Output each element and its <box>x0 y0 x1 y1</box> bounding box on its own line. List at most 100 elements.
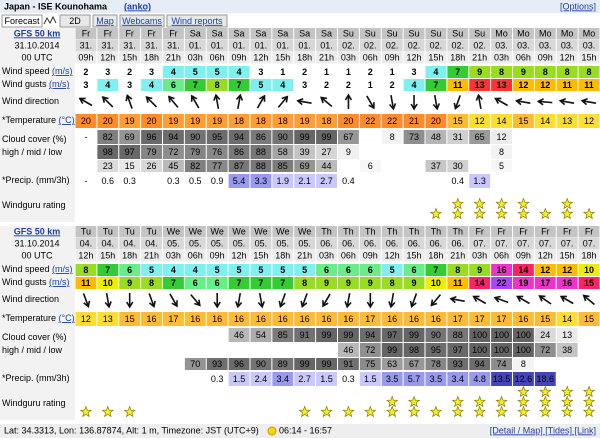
date-label: 01. <box>277 40 290 50</box>
wind-speed-value: 5 <box>258 265 263 275</box>
tab-label[interactable]: Forecast <box>4 16 40 26</box>
header-cell <box>425 238 447 250</box>
wind-speed-cell <box>513 66 534 78</box>
date-label: 07. <box>583 238 596 248</box>
tab-label[interactable]: Webcams <box>122 16 162 26</box>
cloud-low-cell <box>359 160 381 172</box>
wind-speed-value: 1 <box>346 67 351 77</box>
hour-label: 18h <box>450 52 465 62</box>
unit-link[interactable]: (m/s) <box>52 264 73 274</box>
unit-link[interactable]: (m/s) <box>52 66 73 76</box>
tab[interactable] <box>92 14 118 28</box>
cloud-low-value: 77 <box>212 161 222 171</box>
header-cell <box>184 238 206 250</box>
unit-link[interactable]: (m/s) <box>49 277 70 287</box>
day-label: Th <box>409 226 420 236</box>
footer-links[interactable]: [Detail / Map] [Tides] [Link] <box>490 425 596 435</box>
cloud-mid-cell <box>447 343 469 357</box>
day-label: Sa <box>190 28 201 38</box>
cloud-high-cell <box>491 130 512 144</box>
header-cell <box>316 52 337 64</box>
label-text: high / mid / low <box>2 147 63 157</box>
star <box>101 405 114 418</box>
temperature-value: 16 <box>387 314 397 324</box>
header-cell <box>491 226 512 238</box>
unit-link[interactable]: (°C) <box>59 313 75 323</box>
precip-cell <box>75 174 97 188</box>
wind-speed-cell <box>578 66 600 78</box>
tab-label[interactable]: Map <box>96 16 114 26</box>
header-cell <box>534 238 556 250</box>
wind-gusts-value: 2 <box>390 80 395 90</box>
precip-value: 0.4 <box>452 176 465 186</box>
tab-label[interactable]: Wind reports <box>171 16 223 26</box>
unit-link[interactable]: (°C) <box>59 115 75 125</box>
arrow-shape <box>300 293 308 309</box>
day-label: Th <box>431 226 442 236</box>
unit-link[interactable]: (m/s) <box>49 79 70 89</box>
star <box>473 405 486 418</box>
hour-label: 12h <box>385 250 400 260</box>
cloud-low-cell <box>272 358 294 370</box>
header-cell <box>491 28 512 40</box>
cloud-mid-value: 58 <box>278 147 288 157</box>
model-link[interactable]: GFS 50 km <box>14 28 61 38</box>
tab-label[interactable]: 2D <box>69 16 81 26</box>
temperature-cell <box>206 114 228 128</box>
temperature-cell <box>316 114 337 128</box>
header-cell <box>359 250 381 262</box>
cloud-high-value: 99 <box>409 330 419 340</box>
wind-gusts-value: 7 <box>433 80 438 90</box>
date-label: 05. <box>277 238 290 248</box>
cloud-low-value: 90 <box>256 359 266 369</box>
wind-arrow <box>190 294 201 307</box>
wind-gusts-value: 8 <box>215 80 220 90</box>
temperature-value: 16 <box>409 314 419 324</box>
tab[interactable] <box>1 14 43 28</box>
header-cell <box>513 52 534 64</box>
header-cell <box>447 238 469 250</box>
cloud-mid-value: 72 <box>365 345 375 355</box>
header-cell <box>513 40 534 52</box>
temperature-value: 18 <box>278 116 288 126</box>
spot-code[interactable]: (anko) <box>124 1 151 11</box>
tab[interactable] <box>166 14 228 28</box>
wind-gusts-value: 13 <box>475 80 485 90</box>
header-cell <box>184 52 206 64</box>
hour-label: 03h <box>494 52 509 62</box>
cloud-high-cell <box>294 328 316 342</box>
header-cell <box>447 226 469 238</box>
tab[interactable] <box>119 14 165 28</box>
date-label: 02. <box>342 40 355 50</box>
temperature-value: 16 <box>256 314 266 324</box>
day-label: Tu <box>103 226 113 236</box>
temperature-value: 16 <box>431 314 441 324</box>
temperature-cell <box>206 312 228 326</box>
model-link[interactable]: GFS 50 km <box>14 226 61 236</box>
star <box>495 405 508 418</box>
cloud-mid-cell <box>338 343 359 357</box>
wind-gusts-value: 17 <box>540 278 550 288</box>
tab[interactable] <box>59 14 91 28</box>
wind-speed-value: 5 <box>237 265 242 275</box>
day-label: Fr <box>147 28 156 38</box>
cloud-high-cell <box>250 328 272 342</box>
wind-gusts-value: 1 <box>368 80 373 90</box>
header-cell <box>206 250 228 262</box>
options-link[interactable]: [Options] <box>560 1 596 11</box>
wind-speed-cell <box>534 264 556 276</box>
star <box>561 197 574 210</box>
header-cell <box>250 238 272 250</box>
temperature-value: 16 <box>278 314 288 324</box>
precip-value: 3.5 <box>430 374 443 384</box>
label-text: Windguru rating <box>2 398 66 408</box>
header-cell <box>75 250 97 262</box>
wind-speed-value: 4 <box>171 265 176 275</box>
header-cell <box>491 238 512 250</box>
cloud-low-cell <box>184 358 206 370</box>
wind-speed-value: 9 <box>477 67 482 77</box>
wind-speed-cell <box>97 264 119 276</box>
star <box>364 405 377 418</box>
header-cell <box>75 40 97 52</box>
wind-gusts-cell <box>163 79 184 91</box>
